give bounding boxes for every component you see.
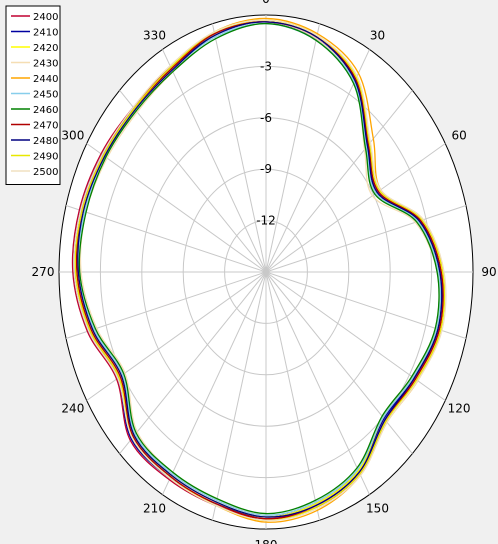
grid-spoke [265, 49, 370, 273]
legend-label: 2480 [33, 136, 58, 147]
series-line-2500 [73, 19, 447, 522]
series-line-2460 [78, 22, 440, 515]
angle-tick-label: 60 [451, 129, 466, 143]
axis-labels: 0 30 60 90 120 150 180 210 240 270 300 330 -3 -6 -9 -12 [32, 0, 497, 544]
angle-tick-label: 180 [255, 538, 278, 544]
angle-tick-label: 210 [143, 501, 166, 515]
grid-spoke [265, 271, 467, 339]
legend-label: 2440 [33, 74, 58, 85]
angle-tick-label: 30 [370, 29, 385, 43]
grid-spoke [211, 271, 267, 521]
grid-spoke [265, 205, 467, 273]
grid-spoke [162, 49, 267, 273]
grid-spoke [211, 23, 267, 273]
legend-label: 2500 [33, 167, 58, 178]
angle-tick-label: 150 [366, 501, 389, 515]
grid-spoke [265, 271, 413, 455]
radial-tick-label: -6 [260, 111, 272, 125]
grid-spoke [86, 143, 267, 273]
grid-spoke [65, 271, 267, 339]
grid-spoke [119, 89, 267, 273]
grid-spoke [265, 89, 413, 273]
legend-label: 2400 [33, 12, 58, 23]
grid-spoke [265, 271, 321, 521]
legend-label: 2470 [33, 121, 58, 132]
polar-grid [58, 14, 474, 530]
grid-spoke [162, 271, 267, 495]
legend-label: 2420 [33, 43, 58, 54]
grid-spoke [265, 23, 321, 273]
angle-tick-label: 90 [481, 265, 496, 279]
radial-tick-label: -9 [260, 162, 272, 176]
angle-tick-label: 270 [32, 265, 55, 279]
angle-tick-label: 330 [143, 29, 166, 43]
legend: 2400 2410 2420 2430 2440 2450 2460 2470 2480 2490… [5, 5, 61, 185]
legend-label: 2410 [33, 28, 58, 39]
legend-label: 2430 [33, 59, 58, 70]
radial-tick-label: -3 [260, 59, 272, 73]
angle-tick-label: 300 [61, 129, 84, 143]
legend-label: 2460 [33, 105, 58, 116]
legend-label: 2450 [33, 90, 58, 101]
grid-spoke [265, 271, 370, 495]
angle-tick-label: 240 [61, 402, 84, 416]
angle-tick-label: 0 [262, 0, 270, 6]
grid-spoke [265, 143, 446, 273]
grid-spoke [65, 205, 267, 273]
series-lines [71, 17, 447, 523]
radial-tick-label: -12 [256, 214, 276, 228]
grid-spoke [119, 271, 267, 455]
angle-tick-label: 120 [448, 402, 471, 416]
series-line-2480 [77, 21, 443, 518]
legend-label: 2490 [33, 152, 58, 163]
